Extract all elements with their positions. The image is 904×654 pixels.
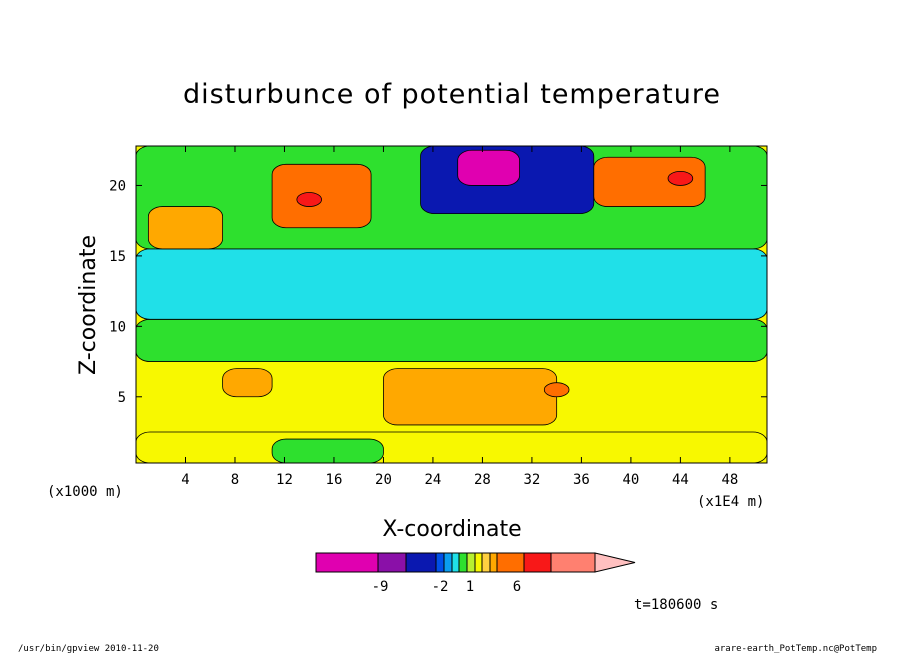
footer-right: arare-earth_PotTemp.nc@PotTemp bbox=[714, 644, 877, 654]
colorbar-label: -9 bbox=[372, 579, 389, 595]
x-unit-label: (x1E4 m) bbox=[697, 494, 764, 510]
contour-region bbox=[271, 438, 384, 463]
x-tick-label: 44 bbox=[672, 472, 689, 488]
x-tick-label: 36 bbox=[573, 472, 590, 488]
contour-region bbox=[543, 382, 570, 398]
colorbar-swatch bbox=[405, 552, 437, 573]
y-axis: 5 10 15 20 bbox=[109, 178, 767, 406]
contour-region bbox=[271, 163, 372, 229]
contour-region bbox=[667, 170, 694, 186]
colorbar-labels: -9 -2 1 6 bbox=[372, 579, 522, 595]
colorbar-swatch bbox=[489, 552, 498, 573]
colorbar-swatch bbox=[435, 552, 445, 573]
contour-regions bbox=[136, 146, 767, 463]
y-tick-label: 15 bbox=[109, 249, 126, 265]
y-axis-title: Z-coordinate bbox=[76, 235, 101, 375]
colorbar-swatch bbox=[451, 552, 460, 573]
colorbar-label: 1 bbox=[466, 579, 474, 595]
chart-title: disturbunce of potential temperature bbox=[183, 79, 721, 110]
colorbar-swatch bbox=[377, 552, 407, 573]
colorbar-swatch bbox=[458, 552, 468, 573]
colorbar-swatch bbox=[523, 552, 552, 573]
colorbar-swatch bbox=[481, 552, 491, 573]
colorbar-swatch bbox=[466, 552, 476, 573]
x-tick-label: 28 bbox=[474, 472, 491, 488]
contour-region bbox=[593, 156, 706, 207]
colorbar-swatch bbox=[550, 552, 596, 573]
x-tick-label: 16 bbox=[326, 472, 343, 488]
x-tick-label: 32 bbox=[523, 472, 540, 488]
contour-region bbox=[136, 248, 767, 320]
contour-region bbox=[383, 368, 558, 426]
y-unit-label: (x1000 m) bbox=[47, 484, 123, 500]
contour-region bbox=[147, 206, 224, 250]
colorbar-swatch bbox=[315, 552, 379, 573]
contour-region bbox=[136, 318, 767, 362]
y-tick-label: 20 bbox=[109, 178, 126, 194]
time-label: t=180600 s bbox=[634, 597, 718, 613]
x-axis-title: X-coordinate bbox=[382, 517, 521, 542]
colorbar-extension-arrow bbox=[594, 552, 636, 573]
colorbar-swatch bbox=[496, 552, 525, 573]
x-tick-label: 4 bbox=[181, 472, 189, 488]
y-tick-label: 10 bbox=[109, 319, 126, 335]
x-tick-label: 40 bbox=[622, 472, 639, 488]
contour-region bbox=[222, 368, 273, 398]
plot-frame bbox=[135, 145, 768, 464]
contour-region bbox=[457, 149, 520, 186]
x-axis: 4 8 12 16 20 24 28 32 36 40 44 48 bbox=[181, 146, 738, 488]
colorbar-label: 6 bbox=[513, 579, 521, 595]
y-tick-label: 5 bbox=[118, 390, 126, 406]
x-tick-label: 12 bbox=[276, 472, 293, 488]
footer-left: /usr/bin/gpview 2010-11-20 bbox=[18, 644, 159, 654]
colorbar-swatch bbox=[474, 552, 483, 573]
colorbar-label: -2 bbox=[432, 579, 449, 595]
colorbar bbox=[315, 552, 636, 573]
contour-region bbox=[296, 192, 322, 207]
contour-region bbox=[136, 431, 767, 463]
colorbar-swatch bbox=[443, 552, 453, 573]
x-tick-label: 24 bbox=[425, 472, 442, 488]
x-tick-label: 8 bbox=[231, 472, 239, 488]
x-tick-label: 20 bbox=[375, 472, 392, 488]
x-tick-label: 48 bbox=[721, 472, 738, 488]
